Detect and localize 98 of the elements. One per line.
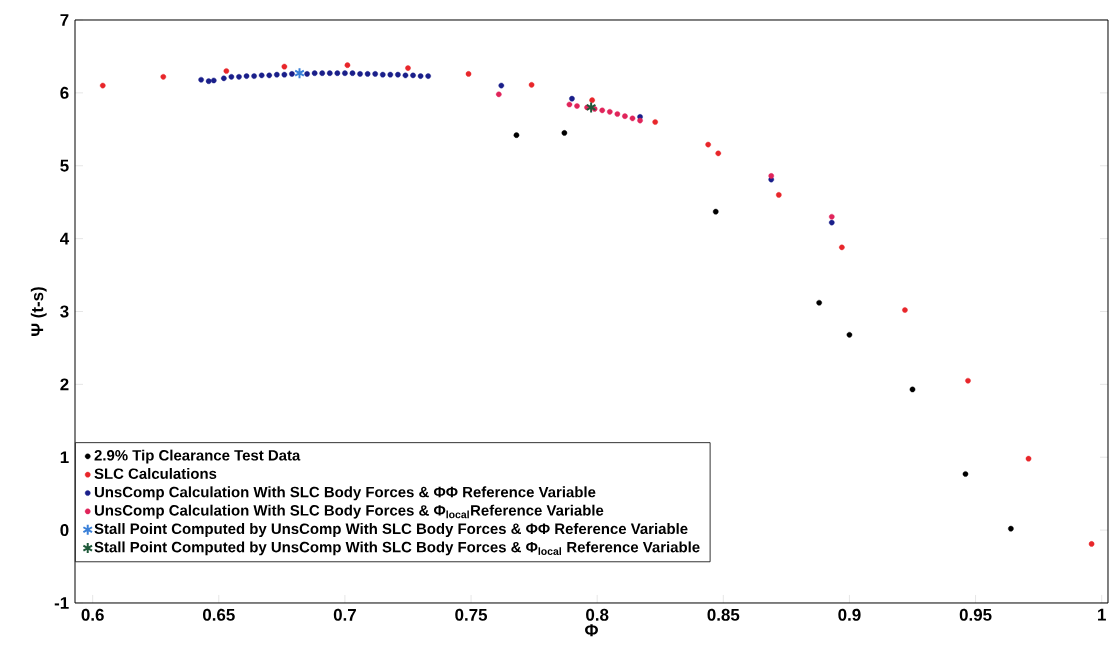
point (839, 244, 845, 251)
point (569, 95, 575, 102)
point (513, 132, 520, 138)
point (281, 63, 288, 70)
point (614, 111, 621, 117)
point (258, 72, 265, 79)
point (705, 141, 711, 148)
legend-label: Stall Point Computed by UnsComp With SLC Body Forces & Φ$_{local}$ Reference Variable (94, 541, 700, 556)
x-tick-label: 0.8 (586, 608, 609, 621)
point (410, 72, 416, 79)
point (266, 72, 273, 79)
point (816, 299, 822, 306)
point (561, 130, 568, 136)
point (395, 71, 401, 78)
point (210, 77, 217, 84)
point (768, 173, 775, 179)
x-tick-label: 1 (1098, 608, 1106, 621)
point (712, 208, 719, 215)
y-tick-label: 4 (60, 232, 70, 245)
point (1025, 455, 1032, 462)
point (357, 71, 363, 77)
point (334, 70, 341, 76)
y-tick-label: 5 (60, 159, 69, 172)
y-tick-label: 2 (60, 378, 69, 391)
y-tick-label: -1 (54, 597, 69, 609)
point (294, 67, 305, 80)
point (99, 82, 106, 89)
point (236, 74, 242, 80)
point (372, 71, 378, 77)
point (574, 103, 580, 109)
point (198, 76, 204, 83)
x-tick-label: 0.95 (959, 608, 992, 621)
point (566, 101, 573, 108)
point (364, 71, 371, 77)
y-tick-label: 1 (60, 451, 69, 464)
legend-label: 2.9% Tip Clearance Test Data (94, 449, 301, 464)
point (405, 65, 411, 71)
point (304, 71, 310, 77)
point (528, 82, 535, 88)
point (828, 219, 835, 226)
point (311, 70, 318, 76)
point (417, 73, 424, 79)
point (319, 70, 326, 76)
point (221, 75, 227, 82)
point (281, 71, 288, 78)
y-tick-label: 7 (60, 14, 69, 26)
point (379, 71, 386, 78)
point (909, 386, 916, 393)
point (289, 71, 295, 77)
point (585, 101, 597, 114)
point (846, 332, 853, 338)
point (496, 91, 502, 98)
point (243, 73, 250, 79)
y-tick-label: 3 (60, 305, 69, 318)
y-tick-label: 0 (60, 524, 69, 537)
point (465, 71, 472, 77)
point (652, 119, 658, 125)
point (274, 71, 280, 78)
x-tick-label: 0.7 (333, 608, 356, 621)
point (342, 70, 348, 76)
point (629, 115, 636, 122)
x-tick-label: 0.85 (707, 608, 740, 621)
point (425, 73, 431, 79)
point (902, 307, 908, 313)
x-tick-label: 0.9 (838, 608, 861, 621)
point (1088, 541, 1095, 547)
point (637, 117, 643, 124)
x-tick-label: 0.65 (202, 608, 235, 621)
point (599, 107, 606, 114)
y-axis-title: Ψ (t-s) (30, 287, 47, 336)
point (828, 213, 835, 220)
point (349, 70, 356, 76)
x-axis-title: Φ (585, 624, 598, 637)
point (962, 471, 969, 477)
point (326, 70, 333, 76)
point (160, 74, 167, 80)
point (223, 68, 230, 74)
legend-label: SLC Calculations (94, 468, 217, 479)
point (251, 73, 257, 79)
point (622, 113, 628, 119)
point (387, 71, 394, 78)
legend-label: Stall Point Computed by UnsComp With SLC Body Forces & ΦΦ Reference Variable (94, 523, 688, 537)
point (228, 74, 235, 80)
point (344, 62, 351, 68)
point (776, 192, 782, 198)
point (589, 97, 595, 103)
y-tick-label: 6 (60, 86, 69, 99)
point (498, 82, 505, 89)
x-tick-label: 0.6 (81, 608, 104, 621)
point (715, 150, 722, 157)
point (965, 377, 971, 384)
point (205, 78, 212, 84)
legend-label: UnsComp Calculation With SLC Body Forces & ΦΦ Reference Variable (94, 486, 596, 501)
point (607, 109, 613, 115)
legend-label: UnsComp Calculation With SLC Body Forces & Φ$_{local}$Reference Variable (94, 504, 604, 519)
point (1008, 525, 1014, 532)
point (402, 72, 409, 79)
x-tick-label: 0.75 (455, 608, 488, 621)
